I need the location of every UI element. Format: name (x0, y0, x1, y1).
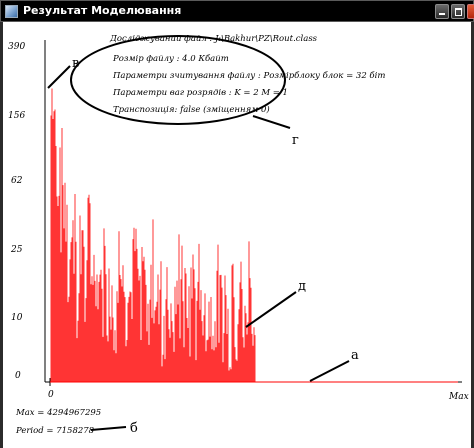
info-size: Розмір файлу : 4.0 Кбайт (112, 53, 229, 64)
info-file: Досліджуваний файл : J:\Bakhur\PZ\Rout.c… (109, 34, 318, 44)
minimize-button[interactable] (435, 4, 449, 19)
stat-max: Max = 4294967295 (15, 408, 101, 418)
window-frame-left (0, 22, 3, 448)
stat-period: Period = 7158278 (15, 426, 95, 436)
annotation-label-a: а (351, 348, 359, 363)
y-tick-label: 62 (11, 176, 23, 186)
title-bar: Результат Моделювання (0, 0, 474, 22)
x-tick-label: 0 (48, 390, 54, 400)
y-tick-label: 10 (11, 313, 23, 323)
info-ellipse (70, 35, 286, 125)
histogram-bars (50, 88, 256, 382)
close-button[interactable] (467, 4, 474, 19)
maximize-button[interactable] (451, 4, 465, 19)
annotation-label-g: г (292, 133, 299, 148)
window-title: Результат Моделювання (23, 4, 182, 17)
window-frame-right[interactable] (471, 22, 474, 448)
x-tick-label: Max (448, 392, 469, 402)
annotation-label-b: б (130, 421, 138, 436)
y-tick-label: 0 (15, 371, 21, 381)
annotation-pointer-d (245, 291, 297, 328)
info-weight-params: Параметри ваг розрядів : K = 2 M = 1 (112, 88, 288, 98)
annotation-pointer-g (252, 115, 291, 129)
annotation-pointer-a (309, 360, 350, 382)
app-icon (5, 5, 18, 18)
y-tick-label: 390 (8, 42, 25, 52)
y-tick-label: 156 (8, 111, 25, 121)
annotation-label-v: в (72, 56, 79, 71)
info-transposition: Транспозиція: false (зміщенням 0) (113, 104, 270, 115)
annotation-pointer-b (90, 426, 127, 431)
info-read-params: Параметри зчитування файлу : Розмірблоку… (112, 70, 385, 81)
y-tick-label: 25 (10, 245, 23, 255)
annotation-pointer-v (47, 65, 71, 89)
annotation-label-d: д (298, 279, 306, 294)
